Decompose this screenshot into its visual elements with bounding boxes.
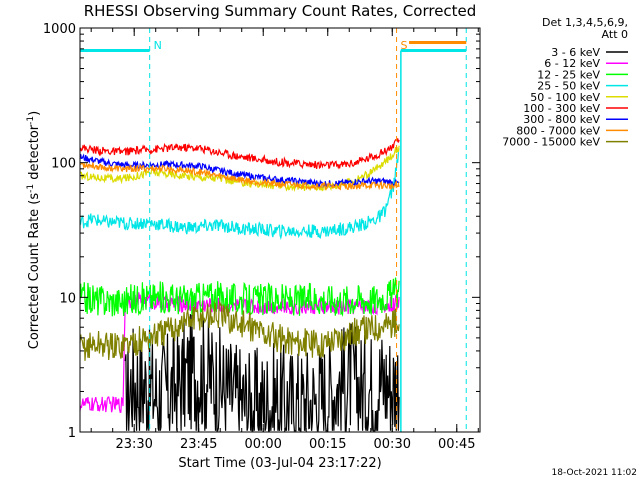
- y-axis-label: Corrected Count Rate (s-1 detector-1): [26, 111, 42, 349]
- legend-label-2: 12 - 25 keV: [537, 68, 600, 81]
- legend-header-line-1: Det 1,3,4,5,6,9,: [542, 16, 628, 29]
- legend-header-line-2: Att 0: [602, 28, 628, 41]
- legend-label-7: 800 - 7000 keV: [516, 124, 600, 137]
- series-line-0: [124, 314, 400, 432]
- y-axis-label-part: -1: [26, 116, 36, 125]
- x-tick-label: 00:15: [309, 437, 346, 452]
- series-line-8: [79, 300, 400, 361]
- y-axis-label-part: -1: [26, 184, 36, 193]
- footer-timestamp: 18-Oct-2021 11:02: [552, 468, 637, 478]
- x-tick-label: 00:30: [374, 437, 411, 452]
- y-tick-label: 10: [59, 291, 76, 306]
- plot-area: N S 1 10 100 1000 23:30 23:45 00:00 00:15 00:30 00:…: [43, 22, 481, 452]
- legend-label-0: 3 - 6 keV: [551, 46, 600, 59]
- series-line-6: [79, 153, 400, 189]
- series-line-3: [79, 148, 400, 241]
- y-tick-label: 1: [68, 426, 76, 441]
- legend-label-1: 6 - 12 keV: [544, 57, 600, 70]
- x-tick-label: 23:45: [180, 437, 217, 452]
- legend-label-3: 25 - 50 keV: [537, 80, 600, 93]
- x-axis-label: Start Time (03-Jul-04 23:17:22): [178, 456, 381, 471]
- plot-frame: [79, 27, 481, 433]
- legend-label-4: 50 - 100 keV: [530, 91, 600, 104]
- y-tick-label: 100: [51, 157, 76, 172]
- x-tick-label: 00:00: [244, 437, 281, 452]
- x-tick-label: 23:30: [115, 437, 152, 452]
- marker-label-S: S: [401, 39, 408, 52]
- chart-title: RHESSI Observing Summary Count Rates, Co…: [84, 2, 477, 20]
- x-tick-label: 00:45: [438, 437, 475, 452]
- marker-label-N: N: [154, 39, 162, 52]
- legend-label-8: 7000 - 15000 keV: [502, 136, 600, 149]
- series-line-5: [79, 138, 400, 170]
- series-line-2: [79, 277, 400, 317]
- y-tick-label: 1000: [43, 22, 76, 37]
- legend-label-5: 100 - 300 keV: [523, 102, 600, 115]
- y-axis-label-part: detector: [27, 124, 42, 184]
- y-axis-label-part: ): [27, 111, 42, 116]
- y-axis-label-part: Corrected Count Rate (s: [27, 193, 42, 350]
- series-line-7: [79, 161, 400, 191]
- legend-label-6: 300 - 800 keV: [523, 113, 600, 126]
